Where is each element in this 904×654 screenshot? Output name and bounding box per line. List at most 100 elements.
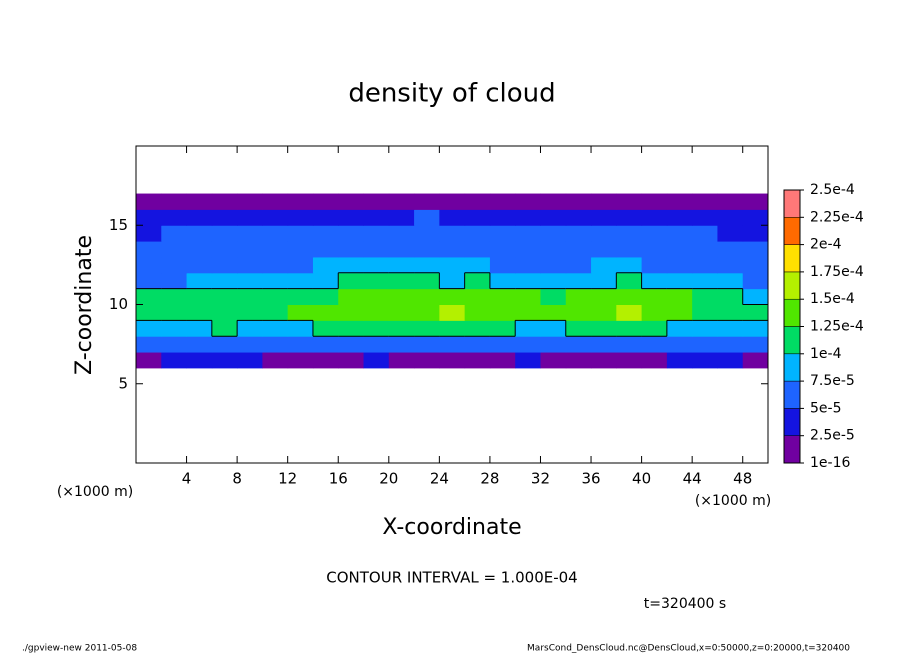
heatmap-cell [136,304,162,321]
heatmap-cell [540,352,567,369]
heatmap-cell [161,320,188,337]
heatmap-cell [591,336,617,353]
heatmap-cell [489,272,516,290]
heatmap-cell [540,193,567,210]
heatmap-cell [136,241,162,258]
heatmap-cell [742,320,769,337]
y-tick-label: 10 [109,295,128,313]
heatmap-cell [717,304,744,321]
heatmap-cell [717,336,744,353]
heatmap-cell [136,320,162,337]
colorbar-band [783,353,801,382]
heatmap-cell [186,256,213,274]
heatmap-cell [414,225,440,242]
heatmap-cell [540,304,567,321]
heatmap-cell [692,256,718,274]
heatmap-cell [262,320,289,337]
heatmap-cell [262,272,289,290]
heatmap-cell [641,288,668,305]
heatmap-cell [464,320,491,337]
colorbar-tick-label: 1.5e-4 [810,291,855,307]
heatmap-cell [287,225,314,242]
heatmap-cell [363,336,390,353]
colorbar-band [783,435,801,464]
heatmap-cell [692,209,718,226]
heatmap-cell [540,288,567,305]
heatmap-cell [717,272,744,290]
heatmap-cell [666,304,693,321]
heatmap-cell [161,304,188,321]
heatmap-cell [540,225,567,242]
heatmap-cell [439,256,466,274]
x-unit-label: (×1000 m) [695,493,771,509]
heatmap-cell [515,241,541,258]
x-tick-label: 16 [329,470,348,488]
heatmap-cell [489,288,516,305]
heatmap-cell [439,272,466,290]
heatmap-cell [641,193,668,210]
heatmap-cell [464,288,491,305]
heatmap-cell [540,320,567,337]
heatmap-cell [312,304,339,321]
heatmap-cell [717,193,744,210]
heatmap-cell [312,193,339,210]
heatmap-cell [388,193,415,210]
heatmap-cell [692,320,718,337]
heatmap-cell [237,304,263,321]
x-tick-label: 12 [278,470,297,488]
heatmap-cell [666,225,693,242]
y-tick-label: 15 [109,216,128,234]
heatmap-cell [312,288,339,305]
heatmap-cell [489,320,516,337]
heatmap-cell [540,272,567,290]
heatmap-cell [464,336,491,353]
heatmap-cell [211,320,238,337]
heatmap-cell [515,256,541,274]
heatmap-cell [363,209,390,226]
x-tick-label: 24 [430,470,449,488]
heatmap-cell [591,256,617,274]
colorbar-band [783,189,801,218]
heatmap-cell [338,352,365,369]
heatmap-cell [565,352,592,369]
heatmap-cell [742,256,769,274]
heatmap-cell [363,193,390,210]
colorbar-band [783,298,801,327]
heatmap-cell [692,225,718,242]
heatmap-cell [692,241,718,258]
heatmap-cell [186,288,213,305]
heatmap-cell [237,320,263,337]
heatmap-cell [211,209,238,226]
heatmap-cell [742,336,769,353]
x-tick-label: 8 [232,470,242,488]
heatmap-cell [287,304,314,321]
colorbar-band [783,271,801,300]
heatmap-cell [565,209,592,226]
heatmap-cell [338,336,365,353]
heatmap-cell [591,288,617,305]
heatmap-cell [338,304,365,321]
heatmap-cell [161,193,188,210]
heatmap-cell [692,336,718,353]
x-axis-label: X-coordinate [382,515,521,540]
heatmap-cell [515,272,541,290]
heatmap-cell [262,336,289,353]
heatmap-cell [439,193,466,210]
heatmap-cell [742,209,769,226]
heatmap-cell [186,320,213,337]
heatmap-cell [211,256,238,274]
heatmap-cell [414,241,440,258]
heatmap-cell [616,288,643,305]
heatmap-cell [161,272,188,290]
heatmap-cell [363,241,390,258]
heatmap-cell [363,352,390,369]
heatmap-cell [591,320,617,337]
heatmap-cell [742,193,769,210]
heatmap-cell [312,241,339,258]
heatmap-cell [414,320,440,337]
heatmap-cell [237,256,263,274]
heatmap-cell [565,320,592,337]
heatmap-cell [338,225,365,242]
heatmap-cell [186,209,213,226]
heatmap-cell [237,336,263,353]
